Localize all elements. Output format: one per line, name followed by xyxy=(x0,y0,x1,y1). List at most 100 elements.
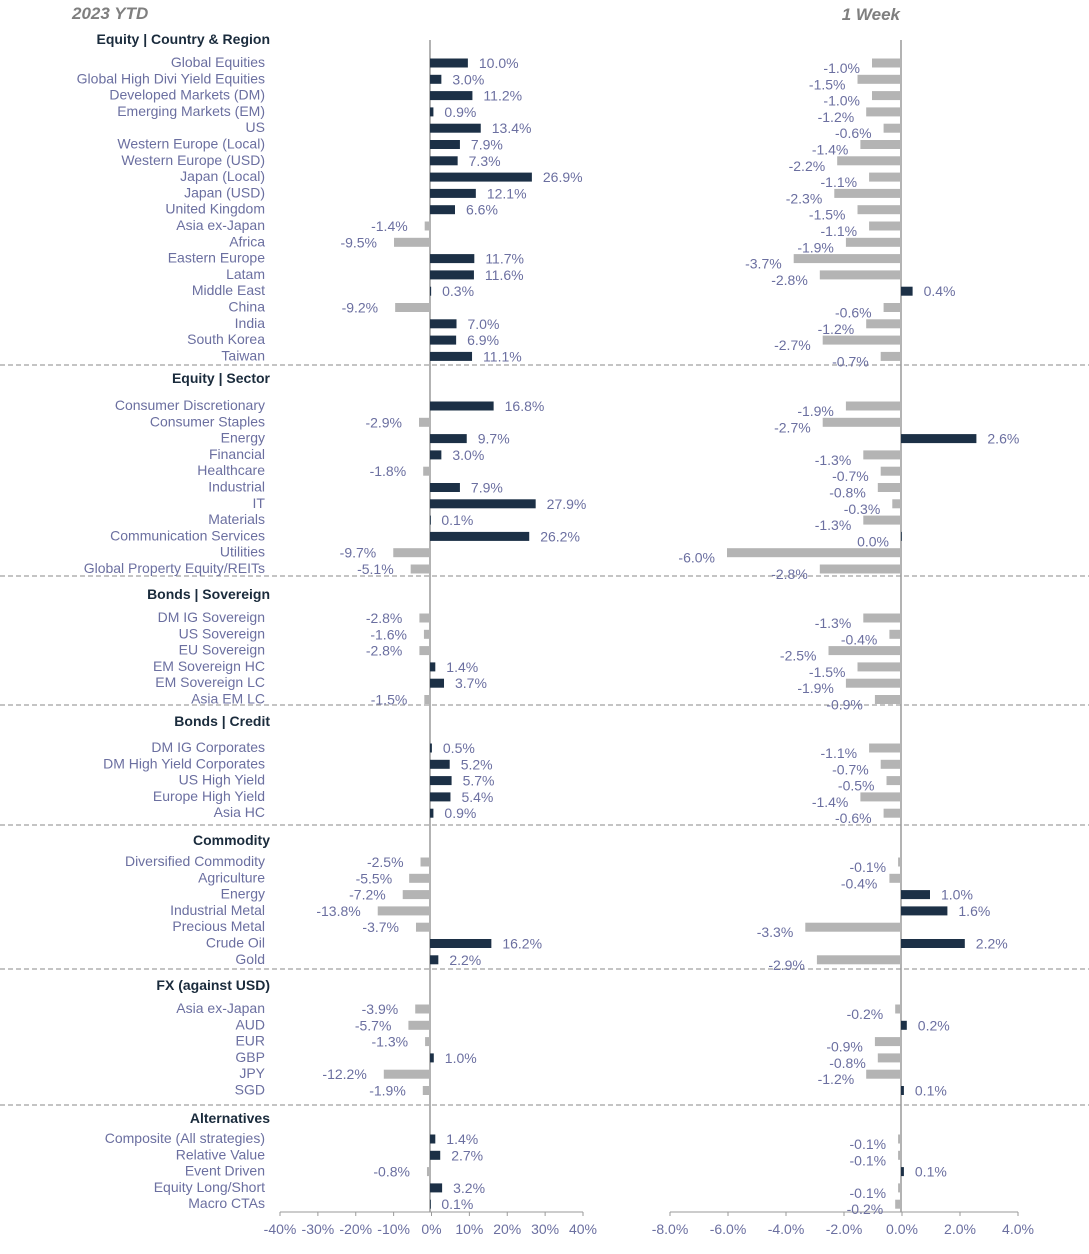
week-value-label: -0.7% xyxy=(832,761,869,777)
category-label: US Sovereign xyxy=(179,625,265,641)
ytd-bar xyxy=(395,303,430,312)
ytd-bar xyxy=(422,1086,430,1095)
ytd-value-label: 11.6% xyxy=(485,267,524,283)
week-value-label: -1.9% xyxy=(797,239,834,255)
category-label: Relative Value xyxy=(176,1146,265,1162)
ytd-bar xyxy=(430,1199,431,1209)
week-value-label: -0.4% xyxy=(841,875,878,891)
category-label: Equity Long/Short xyxy=(154,1179,265,1195)
week-value-label: -0.7% xyxy=(832,468,869,484)
category-label: EM Sovereign LC xyxy=(155,674,265,690)
ytd-bar xyxy=(393,548,430,558)
ytd-value-label: -1.5% xyxy=(371,692,408,708)
week-bar xyxy=(828,646,901,656)
week-value-label: -2.5% xyxy=(780,648,817,664)
category-label: Taiwan xyxy=(221,347,265,363)
category-label: DM High Yield Corporates xyxy=(103,755,265,771)
ytd-bar xyxy=(430,351,473,361)
ytd-value-label: 16.8% xyxy=(505,398,545,414)
ytd-bar xyxy=(430,955,439,965)
ytd-value-label: 11.1% xyxy=(483,348,522,364)
ytd-tick-label: 30% xyxy=(531,1221,559,1237)
panel-title-ytd: 2023 YTD xyxy=(71,4,148,23)
category-label: JPY xyxy=(239,1065,265,1081)
ytd-tick-label: 0% xyxy=(421,1221,441,1237)
week-bar xyxy=(869,172,901,182)
week-value-label: -0.6% xyxy=(835,305,872,321)
ytd-bar xyxy=(415,922,430,932)
category-label: Latam xyxy=(226,266,265,282)
week-bar xyxy=(889,629,901,639)
ytd-value-label: 7.0% xyxy=(468,316,500,332)
week-bar xyxy=(898,1183,901,1193)
category-label: Asia ex-Japan xyxy=(176,1000,265,1016)
ytd-value-label: 0.3% xyxy=(442,283,474,299)
category-label: Consumer Discretionary xyxy=(115,397,265,413)
ytd-tick-label: 40% xyxy=(569,1221,597,1237)
week-bar xyxy=(866,319,901,329)
week-value-label: -1.1% xyxy=(821,223,858,239)
ytd-bar xyxy=(430,1134,436,1144)
ytd-bar xyxy=(430,270,474,280)
week-value-label: -1.0% xyxy=(823,60,860,76)
week-bar xyxy=(898,1150,901,1160)
week-bar xyxy=(845,401,901,411)
category-label: Developed Markets (DM) xyxy=(109,87,265,103)
week-bar xyxy=(898,1134,901,1144)
category-label: Japan (Local) xyxy=(180,168,265,184)
week-bar xyxy=(819,270,901,280)
week-bar xyxy=(857,205,901,215)
category-label: Global Equities xyxy=(171,54,265,70)
ytd-value-label: -9.5% xyxy=(340,234,377,250)
ytd-value-label: 27.9% xyxy=(547,496,587,512)
ytd-value-label: 6.6% xyxy=(466,202,498,218)
category-label: Energy xyxy=(221,430,265,446)
ytd-bar xyxy=(419,646,430,656)
week-bar xyxy=(819,564,901,574)
category-label: Global Property Equity/REITs xyxy=(84,560,265,576)
week-value-label: -1.2% xyxy=(818,109,855,125)
ytd-value-label: 11.2% xyxy=(483,88,522,104)
ytd-bar xyxy=(430,434,467,444)
week-bar xyxy=(822,417,901,427)
ytd-value-label: 3.0% xyxy=(452,71,484,87)
week-bar xyxy=(877,1053,901,1063)
category-label: EUR xyxy=(235,1033,265,1049)
week-bar xyxy=(874,695,901,704)
category-label: Industrial xyxy=(208,479,265,495)
week-value-label: 0.1% xyxy=(915,1164,947,1180)
week-bar xyxy=(895,1004,901,1014)
week-bar xyxy=(872,58,901,68)
ytd-bar xyxy=(430,743,432,753)
week-bar xyxy=(901,286,913,296)
week-tick-label: -2.0% xyxy=(826,1221,863,1237)
ytd-bar xyxy=(430,792,451,802)
category-label: Financial xyxy=(209,446,265,462)
ytd-value-label: -12.2% xyxy=(322,1066,366,1082)
ytd-bar xyxy=(430,335,457,345)
ytd-bar xyxy=(426,1167,430,1177)
category-label: US High Yield xyxy=(179,772,265,788)
group-title: Bonds | Sovereign xyxy=(147,586,270,602)
ytd-tick-label: -10% xyxy=(377,1221,410,1237)
ytd-value-label: -3.9% xyxy=(362,1001,399,1017)
week-value-label: -1.3% xyxy=(815,517,852,533)
category-label: SGD xyxy=(235,1082,265,1098)
week-bar xyxy=(869,221,901,231)
week-bar xyxy=(901,939,965,948)
ytd-bar xyxy=(430,107,434,117)
ytd-tick-label: -20% xyxy=(339,1221,372,1237)
category-label: Crude Oil xyxy=(206,935,265,951)
week-bar xyxy=(727,548,901,558)
ytd-bar xyxy=(430,662,436,672)
ytd-bar xyxy=(424,221,430,231)
ytd-value-label: 3.7% xyxy=(455,675,487,691)
week-value-label: -3.3% xyxy=(757,924,794,940)
ytd-value-label: 2.2% xyxy=(449,952,481,968)
week-tick-label: -8.0% xyxy=(652,1221,689,1237)
ytd-bar xyxy=(419,613,430,623)
ytd-bar xyxy=(425,1037,430,1047)
week-bar xyxy=(822,335,901,345)
week-value-label: -0.3% xyxy=(844,501,881,517)
ytd-bar xyxy=(409,873,430,883)
